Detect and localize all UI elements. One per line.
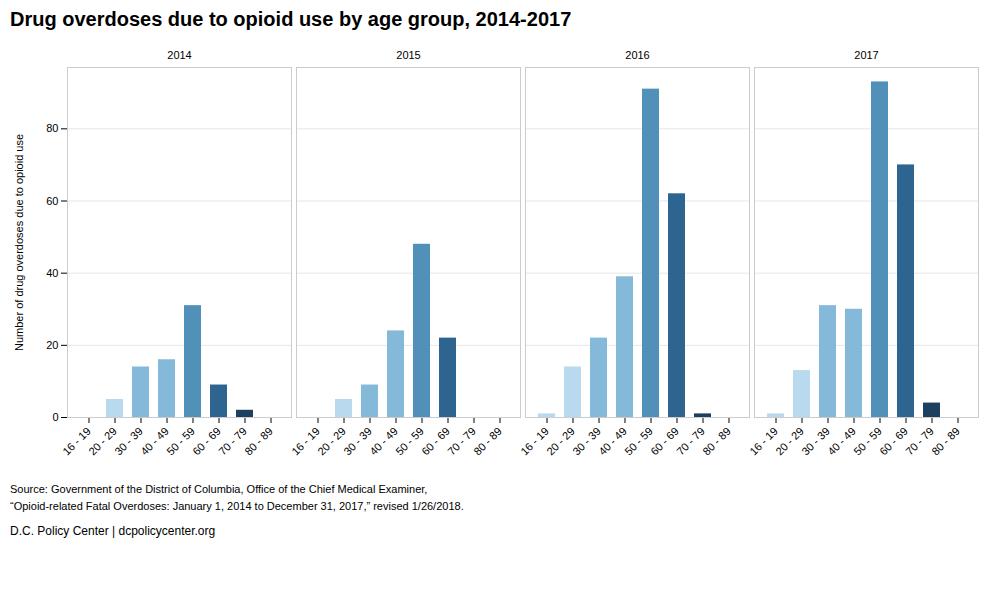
svg-text:60 - 69: 60 - 69 [190,425,223,458]
svg-text:Number of drug overdoses due t: Number of drug overdoses due to opioid u… [13,134,25,351]
svg-text:20: 20 [46,339,58,351]
svg-text:16 - 19: 16 - 19 [289,425,322,458]
svg-text:60 - 69: 60 - 69 [419,425,452,458]
svg-text:20 - 29: 20 - 29 [773,425,806,458]
svg-text:40 - 49: 40 - 49 [138,425,171,458]
svg-text:50 - 59: 50 - 59 [393,425,426,458]
svg-text:2016: 2016 [625,49,649,61]
svg-text:2017: 2017 [854,49,878,61]
svg-text:2015: 2015 [396,49,420,61]
svg-text:60 - 69: 60 - 69 [877,425,910,458]
svg-text:30 - 39: 30 - 39 [570,425,603,458]
svg-text:16 - 19: 16 - 19 [747,425,780,458]
svg-text:30 - 39: 30 - 39 [112,425,145,458]
svg-text:70 - 79: 70 - 79 [445,425,478,458]
svg-text:50 - 59: 50 - 59 [164,425,197,458]
svg-text:0: 0 [52,411,58,423]
svg-text:50 - 59: 50 - 59 [851,425,884,458]
svg-text:60 - 69: 60 - 69 [648,425,681,458]
svg-text:40 - 49: 40 - 49 [596,425,629,458]
svg-text:20 - 29: 20 - 29 [315,425,348,458]
html-text:Source: Government of the Dist: Source: Government of the District of Co… [10,483,428,495]
svg-text:70 - 79: 70 - 79 [216,425,249,458]
svg-text:20 - 29: 20 - 29 [544,425,577,458]
svg-text:50 - 59: 50 - 59 [622,425,655,458]
svg-text:80 - 89: 80 - 89 [929,425,962,458]
svg-text:30 - 39: 30 - 39 [341,425,374,458]
svg-text:70 - 79: 70 - 79 [903,425,936,458]
html-text:“Opioid-related Fatal Overdose: “Opioid-related Fatal Overdoses: January… [10,499,464,512]
svg-text:80: 80 [46,122,58,134]
html-text:Drug overdoses due to opioid u: Drug overdoses due to opioid use by age … [10,8,572,30]
svg-text:80 - 89: 80 - 89 [700,425,733,458]
svg-text:20 - 29: 20 - 29 [86,425,119,458]
svg-text:60: 60 [46,195,58,207]
svg-text:80 - 89: 80 - 89 [242,425,275,458]
svg-text:40: 40 [46,267,58,279]
svg-text:16 - 19: 16 - 19 [518,425,551,458]
svg-text:40 - 49: 40 - 49 [367,425,400,458]
svg-text:40 - 49: 40 - 49 [825,425,858,458]
html-text:D.C. Policy Center | dcpolicyc: D.C. Policy Center | dcpolicycenter.org [10,524,216,538]
svg-text:70 - 79: 70 - 79 [674,425,707,458]
svg-text:30 - 39: 30 - 39 [799,425,832,458]
svg-text:2014: 2014 [167,49,191,61]
svg-text:80 - 89: 80 - 89 [471,425,504,458]
svg-text:16 - 19: 16 - 19 [60,425,93,458]
